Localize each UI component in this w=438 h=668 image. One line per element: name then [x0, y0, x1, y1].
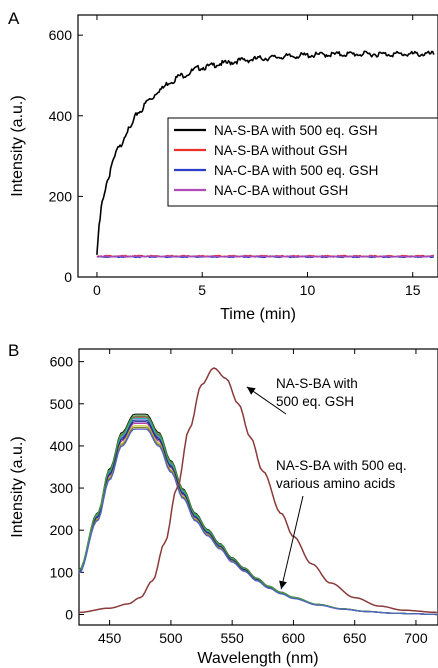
panel-b-ytick-label: 300 [50, 480, 74, 496]
panel-b-xtick-label: 500 [159, 630, 183, 646]
panel-b-series-line [78, 425, 437, 616]
panel-b-xlabel: Wavelength (nm) [197, 650, 318, 667]
legend-entry-label: NA-S-BA without GSH [214, 143, 348, 158]
legend-entry-label: NA-C-BA with 500 eq. GSH [214, 163, 378, 178]
panel-a-ytick-label: 600 [49, 27, 73, 43]
panel-b-ytick-label: 400 [50, 438, 74, 454]
panel-b-ytick-label: 100 [50, 564, 74, 580]
panel-a-series [96, 50, 435, 259]
panel-b-xtick-label: 450 [98, 630, 122, 646]
panel-a-ytick-label: 200 [49, 188, 73, 204]
panel-a-series-line [96, 50, 435, 255]
panel-b-series-line [78, 428, 437, 616]
panel-b-series-line [78, 422, 437, 616]
panel-b-label: B [8, 341, 19, 360]
legend-entry-label: NA-S-BA with 500 eq. GSH [214, 123, 378, 138]
panel-a-xtick-label: 0 [93, 282, 101, 298]
panel-a-xtick-label: 10 [300, 282, 316, 298]
panel-b-ytick-label: 600 [50, 354, 74, 370]
panel-b-series-line [78, 421, 437, 616]
panel-b-series-line [78, 417, 437, 616]
panel-b: B 450 500 550 600 650 7000100200300400500600 … [8, 341, 438, 667]
panel-b-gsh-line [78, 367, 437, 614]
panel-b-series-line [78, 419, 437, 616]
panel-b-series [78, 367, 437, 616]
panel-a-series-line [96, 255, 434, 258]
panel-a-xtick-label: 15 [405, 282, 421, 298]
panel-b-ytick-label: 200 [50, 522, 74, 538]
panel-b-xtick-label: 550 [220, 630, 244, 646]
panel-b-series-line [78, 416, 437, 616]
panel-b-series-line [78, 413, 437, 616]
panel-b-arrowhead [279, 580, 287, 590]
panel-a-xtick-label: 5 [198, 282, 206, 298]
panel-b-plot-frame [78, 348, 438, 626]
panel-b-ylabel: Intensity (a.u.) [9, 436, 26, 537]
legend-entry-label: NA-C-BA without GSH [214, 183, 348, 198]
panel-b-xtick-label: 650 [343, 630, 367, 646]
panel-a-ylabel: Intensity (a.u.) [9, 95, 26, 196]
panel-a-ytick-label: 0 [64, 269, 72, 285]
panel-a-label: A [8, 9, 20, 28]
panel-b-arrowhead [246, 386, 256, 395]
panel-a-plot-frame [77, 14, 438, 278]
panel-b-annotation-arrow [280, 495, 304, 590]
panel-a-axes: 0 5 10 15 0 200 400 600 [49, 15, 421, 298]
panel-a: A 0 5 10 15 0 200 400 600 NA-S-BA with 500 eq. … [8, 9, 438, 323]
panel-b-xtick-label: 700 [404, 630, 428, 646]
panel-a-xlabel: Time (min) [220, 306, 296, 323]
panel-b-axes: 450 500 550 600 650 700 0 100 200 300 400 500 600 [50, 349, 428, 646]
panel-b-series-line [78, 427, 437, 616]
panel-b-annotation-text: NA-S-BA with [276, 376, 358, 391]
panel-b-annotations: NA-S-BA with 500 eq. GSH NA-S-BA with 500 … [246, 376, 407, 590]
panel-b-annotation-text: various amino acids [276, 476, 396, 491]
legend-box [167, 117, 438, 207]
panel-b-annotation-text: 500 eq. GSH [276, 394, 354, 409]
panel-a-ytick-label: 400 [49, 108, 73, 124]
panel-b-xtick-label: 600 [282, 630, 306, 646]
panel-a-legend: NA-S-BA with 500 eq. GSH NA-S-BA without … [167, 117, 438, 207]
panel-b-ytick-label: 0 [65, 606, 73, 622]
panel-b-series-line [78, 415, 437, 616]
panel-b-ytick-label: 500 [50, 396, 74, 412]
panel-b-annotation-text: NA-S-BA with 500 eq. [276, 458, 407, 473]
